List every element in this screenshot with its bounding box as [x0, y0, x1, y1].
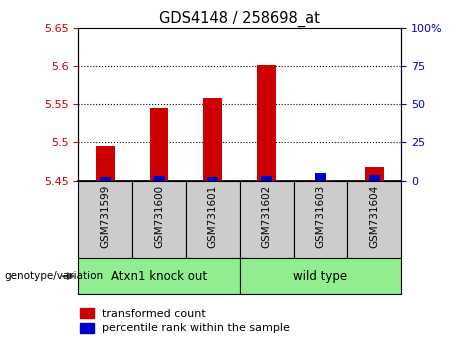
Text: GSM731604: GSM731604 — [369, 184, 379, 248]
Bar — [347, 181, 401, 258]
Bar — [365, 167, 384, 181]
Text: GDS4148 / 258698_at: GDS4148 / 258698_at — [160, 11, 320, 27]
Bar — [78, 258, 240, 294]
Bar — [186, 181, 240, 258]
Text: GSM731601: GSM731601 — [208, 184, 218, 248]
Bar — [203, 98, 222, 181]
Bar — [78, 181, 132, 258]
Bar — [257, 65, 276, 181]
Text: GSM731602: GSM731602 — [261, 184, 272, 248]
Bar — [294, 181, 347, 258]
Bar — [311, 180, 330, 181]
Bar — [100, 177, 111, 181]
Bar — [240, 258, 401, 294]
Bar — [240, 181, 294, 258]
Bar — [368, 175, 380, 181]
Bar — [150, 108, 168, 181]
Bar — [96, 146, 115, 181]
Bar — [154, 176, 165, 181]
Text: Atxn1 knock out: Atxn1 knock out — [111, 270, 207, 282]
Text: GSM731603: GSM731603 — [315, 184, 325, 248]
Text: GSM731599: GSM731599 — [100, 184, 110, 248]
Text: GSM731600: GSM731600 — [154, 184, 164, 247]
Text: genotype/variation: genotype/variation — [5, 271, 104, 281]
Bar — [315, 173, 326, 181]
Bar — [207, 177, 219, 181]
Bar — [132, 181, 186, 258]
Text: wild type: wild type — [293, 270, 348, 282]
Bar — [261, 176, 272, 181]
Legend: transformed count, percentile rank within the sample: transformed count, percentile rank withi… — [75, 303, 296, 339]
